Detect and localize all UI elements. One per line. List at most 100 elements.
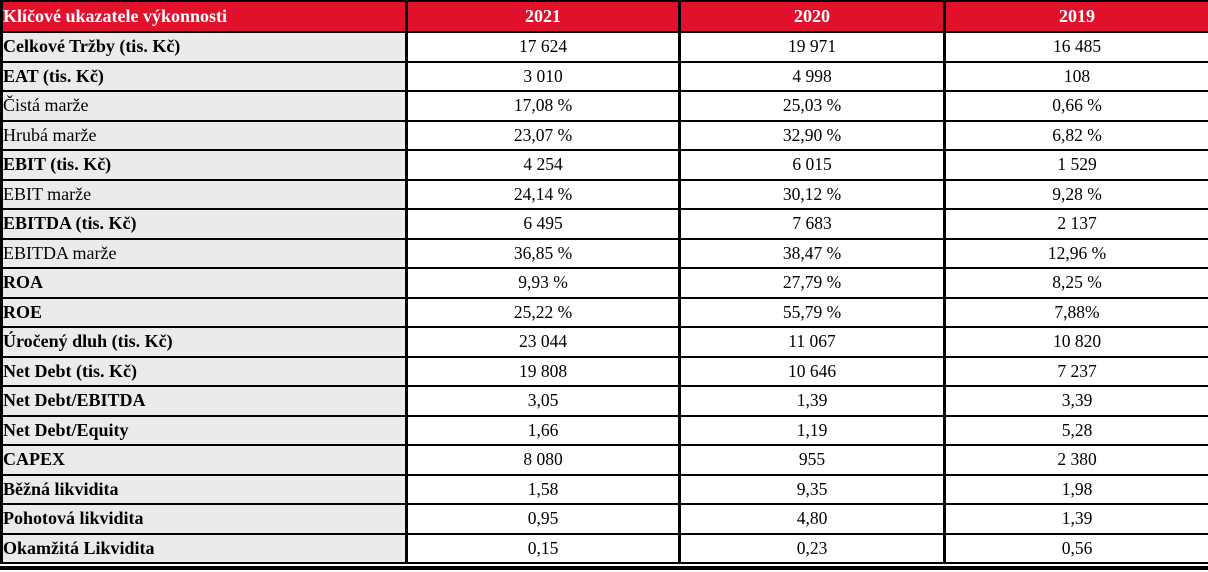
row-value-2019: 3,39: [943, 385, 1208, 417]
table-row: Pohotová likvidita 0,95 4,80 1,39: [0, 503, 1208, 535]
table-row: Čistá marže 17,08 % 25,03 % 0,66 %: [0, 90, 1208, 122]
row-label: ROA: [0, 267, 408, 299]
row-value-2020: 38,47 %: [678, 237, 946, 269]
table-row: Běžná likvidita 1,58 9,35 1,98: [0, 473, 1208, 505]
row-value-2020: 10 646: [678, 355, 946, 387]
row-value-2021: 17 624: [405, 31, 681, 63]
row-value-2019: 0,66 %: [943, 90, 1208, 122]
table-row: Celkové Tržby (tis. Kč) 17 624 19 971 16 48…: [0, 31, 1208, 63]
row-label: Okamžitá Likvidita: [0, 532, 408, 564]
table-header: Klíčové ukazatele výkonnosti 2021 2020 2…: [0, 0, 1208, 33]
row-value-2021: 25,22 %: [405, 296, 681, 328]
row-value-2019: 0,56: [943, 532, 1208, 564]
row-label: EBITDA marže: [0, 237, 408, 269]
table-row: EBITDA (tis. Kč) 6 495 7 683 2 137: [0, 208, 1208, 240]
row-value-2020: 4 998: [678, 60, 946, 92]
row-value-2021: 23,07 %: [405, 119, 681, 151]
table-body: Celkové Tržby (tis. Kč) 17 624 19 971 16 48…: [0, 31, 1208, 564]
row-value-2019: 8,25 %: [943, 267, 1208, 299]
row-value-2021: 8 080: [405, 444, 681, 476]
table-row: EBITDA marže 36,85 % 38,47 % 12,96 %: [0, 237, 1208, 269]
row-value-2021: 1,58: [405, 473, 681, 505]
table-row: ROA 9,93 % 27,79 % 8,25 %: [0, 267, 1208, 299]
row-value-2019: 1,39: [943, 503, 1208, 535]
row-value-2021: 36,85 %: [405, 237, 681, 269]
row-label: Net Debt/Equity: [0, 414, 408, 446]
row-value-2020: 1,39: [678, 385, 946, 417]
table-row: Okamžitá Likvidita 0,15 0,23 0,56: [0, 532, 1208, 564]
table-row: Net Debt (tis. Kč) 19 808 10 646 7 237: [0, 355, 1208, 387]
header-year-2019: 2019: [943, 0, 1208, 33]
row-value-2020: 0,23: [678, 532, 946, 564]
row-value-2020: 6 015: [678, 149, 946, 181]
row-value-2021: 9,93 %: [405, 267, 681, 299]
header-year-2020: 2020: [678, 0, 946, 33]
row-value-2019: 12,96 %: [943, 237, 1208, 269]
table-row: Úročený dluh (tis. Kč) 23 044 11 067 10 820: [0, 326, 1208, 358]
row-value-2019: 1 529: [943, 149, 1208, 181]
row-value-2020: 11 067: [678, 326, 946, 358]
row-label: Čistá marže: [0, 90, 408, 122]
row-value-2021: 1,66: [405, 414, 681, 446]
row-label: ROE: [0, 296, 408, 328]
header-year-2021: 2021: [405, 0, 681, 33]
row-value-2019: 10 820: [943, 326, 1208, 358]
row-value-2020: 9,35: [678, 473, 946, 505]
row-value-2021: 19 808: [405, 355, 681, 387]
table-row: CAPEX 8 080 955 2 380: [0, 444, 1208, 476]
row-value-2020: 32,90 %: [678, 119, 946, 151]
row-value-2021: 0,95: [405, 503, 681, 535]
table-row: EAT (tis. Kč) 3 010 4 998 108: [0, 60, 1208, 92]
table-row: ROE 25,22 % 55,79 % 7,88%: [0, 296, 1208, 328]
table-row: Net Debt/Equity 1,66 1,19 5,28: [0, 414, 1208, 446]
row-label: CAPEX: [0, 444, 408, 476]
row-value-2019: 5,28: [943, 414, 1208, 446]
table-row: EBIT marže 24,14 % 30,12 % 9,28 %: [0, 178, 1208, 210]
row-value-2021: 6 495: [405, 208, 681, 240]
row-value-2019: 7 237: [943, 355, 1208, 387]
row-value-2021: 0,15: [405, 532, 681, 564]
row-value-2020: 27,79 %: [678, 267, 946, 299]
row-value-2019: 108: [943, 60, 1208, 92]
row-value-2019: 2 380: [943, 444, 1208, 476]
row-value-2019: 1,98: [943, 473, 1208, 505]
row-value-2019: 2 137: [943, 208, 1208, 240]
row-value-2020: 4,80: [678, 503, 946, 535]
row-value-2021: 17,08 %: [405, 90, 681, 122]
row-label: EAT (tis. Kč): [0, 60, 408, 92]
row-label: Pohotová likvidita: [0, 503, 408, 535]
row-label: Úročený dluh (tis. Kč): [0, 326, 408, 358]
row-value-2019: 16 485: [943, 31, 1208, 63]
row-label: Hrubá marže: [0, 119, 408, 151]
row-value-2019: 6,82 %: [943, 119, 1208, 151]
row-value-2021: 24,14 %: [405, 178, 681, 210]
header-title: Klíčové ukazatele výkonnosti: [0, 0, 408, 33]
table-row: EBIT (tis. Kč) 4 254 6 015 1 529: [0, 149, 1208, 181]
row-value-2020: 7 683: [678, 208, 946, 240]
row-value-2020: 55,79 %: [678, 296, 946, 328]
row-value-2021: 3,05: [405, 385, 681, 417]
row-label: Běžná likvidita: [0, 473, 408, 505]
row-value-2020: 30,12 %: [678, 178, 946, 210]
table-bottom-rule: [0, 566, 1208, 570]
row-label: EBITDA (tis. Kč): [0, 208, 408, 240]
header-row: Klíčové ukazatele výkonnosti 2021 2020 2…: [0, 0, 1208, 33]
row-label: Net Debt (tis. Kč): [0, 355, 408, 387]
row-value-2019: 7,88%: [943, 296, 1208, 328]
row-value-2020: 955: [678, 444, 946, 476]
table-row: Hrubá marže 23,07 % 32,90 % 6,82 %: [0, 119, 1208, 151]
row-label: Celkové Tržby (tis. Kč): [0, 31, 408, 63]
row-value-2021: 4 254: [405, 149, 681, 181]
row-value-2020: 1,19: [678, 414, 946, 446]
row-value-2020: 25,03 %: [678, 90, 946, 122]
row-label: Net Debt/EBITDA: [0, 385, 408, 417]
row-value-2020: 19 971: [678, 31, 946, 63]
row-label: EBIT (tis. Kč): [0, 149, 408, 181]
row-value-2021: 3 010: [405, 60, 681, 92]
row-value-2021: 23 044: [405, 326, 681, 358]
row-value-2019: 9,28 %: [943, 178, 1208, 210]
table-row: Net Debt/EBITDA 3,05 1,39 3,39: [0, 385, 1208, 417]
row-label: EBIT marže: [0, 178, 408, 210]
